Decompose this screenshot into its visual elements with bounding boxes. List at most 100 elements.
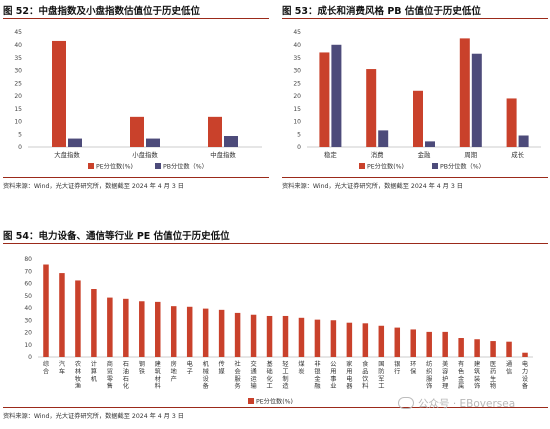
x-tick-label-char: 输	[250, 382, 257, 390]
y-tick-label: 0	[28, 354, 32, 361]
x-tick-label-char: 子	[187, 368, 193, 375]
watermark-text: 公众号 · EBoversea	[418, 398, 516, 410]
y-tick-label: 80	[24, 256, 32, 263]
x-tick-label-char: 饰	[474, 382, 480, 390]
figure-54-title: 图 54：电力设备、通信等行业 PE 估值位于历史低位	[3, 231, 230, 242]
x-tick-label: 通	[506, 360, 512, 368]
y-tick-label: 5	[297, 131, 301, 138]
x-tick-label-char: 料	[362, 382, 368, 390]
x-tick-label: 计	[91, 360, 97, 368]
x-tick-label-char: 化	[123, 382, 129, 390]
pe-bar	[123, 298, 129, 357]
x-tick-label-char: 金	[458, 375, 465, 383]
y-tick-label: 10	[14, 119, 22, 126]
x-tick-label-char: 础	[266, 367, 272, 375]
pe-bar	[298, 317, 305, 357]
figure-52-source: 资料来源：Wind，光大证券研究所，数据截至 2024 年 4 月 3 日	[3, 183, 184, 190]
y-tick-label: 45	[293, 29, 301, 36]
x-tick-label-char: 备	[522, 382, 529, 390]
x-tick-label: 中盘指数	[210, 150, 236, 159]
x-tick-label-char: 物	[490, 382, 496, 390]
x-tick-label: 商	[107, 360, 113, 368]
x-tick-label-char: 油	[123, 367, 129, 375]
y-tick-label: 40	[24, 305, 32, 312]
x-tick-label: 金融	[418, 150, 431, 159]
pe-bar	[250, 314, 257, 357]
legend-swatch-pe	[248, 398, 254, 404]
x-tick-label-char: 容	[442, 367, 448, 375]
x-tick-label-char: 饮	[362, 375, 369, 383]
x-tick-label-char: 产	[171, 375, 177, 383]
figure-53-title-rule	[282, 18, 548, 19]
x-tick-label-char: 铁	[139, 367, 145, 375]
x-tick-label-char: 设	[522, 375, 528, 383]
x-tick-label-char: 行	[394, 367, 400, 375]
y-tick-label: 70	[24, 268, 32, 275]
x-tick-label-char: 车	[59, 367, 65, 375]
y-tick-label: 30	[14, 68, 22, 75]
x-tick-label-char: 品	[362, 368, 368, 375]
x-tick-label: 房	[171, 360, 177, 368]
pe-bar	[75, 280, 81, 357]
x-tick-label-char: 用	[330, 368, 336, 375]
x-tick-label-char: 工	[282, 368, 288, 375]
x-tick-label-char: 生	[490, 375, 496, 383]
x-tick-label-char: 装	[474, 375, 480, 383]
y-tick-label: 45	[14, 29, 22, 36]
x-tick-label-char: 金	[314, 375, 321, 383]
x-tick-label: 汽	[59, 360, 65, 368]
x-tick-label-char: 媒	[219, 367, 226, 375]
pe-bar	[59, 273, 65, 357]
pe-bar	[442, 331, 448, 357]
x-tick-label: 传	[219, 360, 225, 368]
x-tick-label-char: 电	[346, 375, 352, 383]
pe-bar	[139, 301, 145, 357]
x-tick-label-char: 渔	[75, 382, 81, 390]
y-tick-label: 40	[14, 42, 22, 49]
x-tick-label: 机	[203, 360, 210, 368]
figure-52-title-rule	[3, 18, 269, 19]
legend-label-pe: PE分位数(%)	[367, 163, 404, 171]
x-tick-label-char: 备	[203, 382, 210, 390]
x-tick-label-char: 防	[378, 367, 384, 375]
x-tick-label: 电	[522, 360, 528, 368]
pe-bar	[394, 327, 401, 357]
pe-bar	[202, 308, 209, 357]
wechat-icon	[398, 397, 414, 409]
legend-swatch-pe	[359, 163, 365, 169]
pe-bar	[459, 38, 470, 148]
y-tick-label: 40	[293, 42, 301, 49]
pe-bar	[186, 306, 193, 357]
x-tick-label: 小盘指数	[132, 150, 158, 159]
x-tick-label-char: 保	[410, 367, 417, 375]
x-tick-label: 食	[362, 360, 369, 368]
pe-bar	[282, 315, 289, 357]
x-tick-label-char: 通	[250, 367, 256, 375]
x-tick-label: 成长	[511, 150, 524, 159]
y-tick-label: 15	[14, 106, 22, 113]
x-tick-label: 银	[394, 360, 400, 368]
legend-label-pe: PE分位数(%)	[96, 163, 133, 171]
x-tick-label: 轻	[282, 360, 288, 368]
pe-bar	[413, 90, 423, 147]
figure-53-source: 资料来源：Wind，光大证券研究所，数据截至 2024 年 4 月 3 日	[282, 183, 463, 190]
pe-bar	[170, 306, 177, 357]
x-tick-label: 美	[442, 360, 448, 368]
x-tick-label: 国	[378, 361, 384, 368]
pe-bar	[330, 320, 337, 357]
x-tick-label-char: 药	[490, 367, 496, 375]
pb-bar	[224, 136, 238, 147]
x-tick-label: 医	[490, 361, 496, 368]
pb-bar	[518, 135, 529, 147]
x-tick-label: 综	[43, 360, 49, 368]
x-tick-label-char: 造	[282, 382, 288, 390]
y-tick-label: 60	[24, 281, 32, 288]
x-tick-label: 钢	[139, 360, 145, 368]
x-tick-label-char: 属	[458, 383, 464, 390]
x-tick-label-char: 事	[330, 375, 336, 383]
pe-bar	[474, 339, 480, 357]
x-tick-label-char: 力	[522, 367, 528, 375]
pe-bar	[155, 301, 161, 357]
x-tick-label-char: 理	[442, 383, 448, 390]
y-tick-label: 25	[293, 80, 301, 87]
